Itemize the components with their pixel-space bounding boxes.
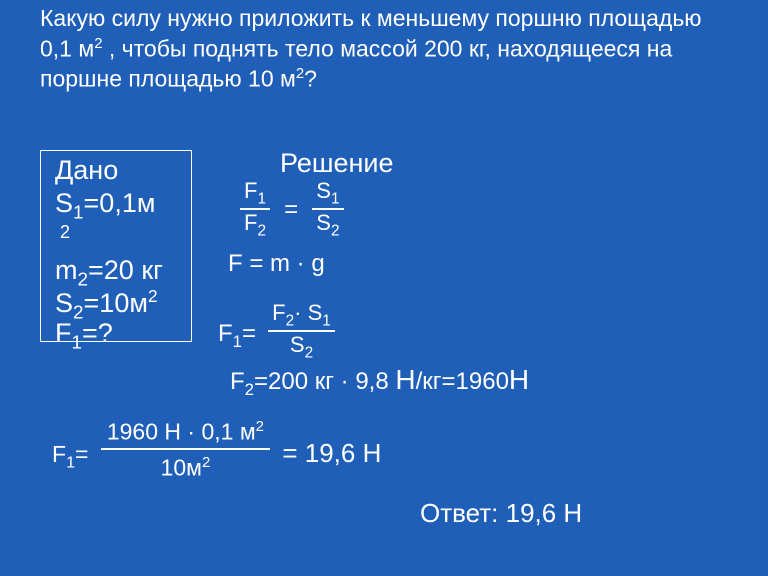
given-title: Дано xyxy=(55,155,118,186)
given-s1: S1=0,1м xyxy=(55,188,155,224)
equation-f2-calc: F2=200 кг · 9,8 Н/кг=1960Н xyxy=(230,364,529,400)
equation-f1-calc: F1= 1960 Н · 0,1 м2 10м2 = 19,6 Н xyxy=(52,418,381,481)
given-s1-exp: 2 xyxy=(60,222,70,243)
given-f1: F1=? xyxy=(55,318,113,354)
equation-f1-formula: F1= F2· S1 S2 xyxy=(218,300,335,363)
equation-ratio: F1 F2 = S1 S2 xyxy=(240,178,344,241)
solution-title: Решение xyxy=(280,148,394,179)
problem-statement: Какую силу нужно приложить к меньшему по… xyxy=(40,4,720,95)
answer: Ответ: 19,6 Н xyxy=(420,498,582,529)
equation-fmg: F = m · g xyxy=(228,250,325,278)
